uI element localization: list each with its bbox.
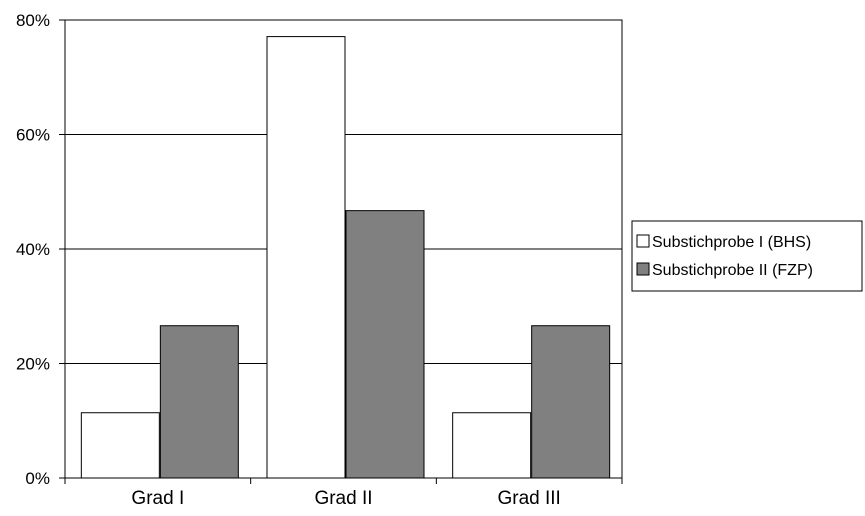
bar-bhs (452, 412, 532, 479)
legend: Substichprobe I (BHS) Substichprobe II (F… (631, 220, 863, 292)
x-tick-label: Grad I (131, 488, 184, 509)
x-tick-label: Grad II (314, 488, 372, 509)
y-tick-label: 40% (16, 240, 50, 259)
bar-bhs (80, 412, 160, 479)
legend-label: Substichprobe II (FZP) (652, 262, 813, 279)
bar-fzp (345, 210, 425, 479)
legend-swatch (636, 234, 650, 248)
legend-swatch (636, 262, 650, 276)
bars (80, 36, 611, 479)
bar-fzp (531, 325, 611, 479)
legend-box (631, 220, 863, 292)
y-tick-label: 20% (16, 355, 50, 374)
y-tick-label: 80% (16, 11, 50, 30)
y-tick-label: 60% (16, 126, 50, 145)
y-tick-labels: 0% 20% 40% 60% 80% (16, 11, 50, 488)
plot-frame (59, 19, 623, 484)
x-tick-label: Grad III (497, 488, 560, 509)
y-tick-label: 0% (25, 469, 50, 488)
x-tick-labels: Grad I Grad II Grad III (131, 488, 560, 509)
bar-bhs (266, 36, 346, 479)
legend-label: Substichprobe I (BHS) (652, 234, 811, 251)
bar-fzp (159, 325, 239, 479)
